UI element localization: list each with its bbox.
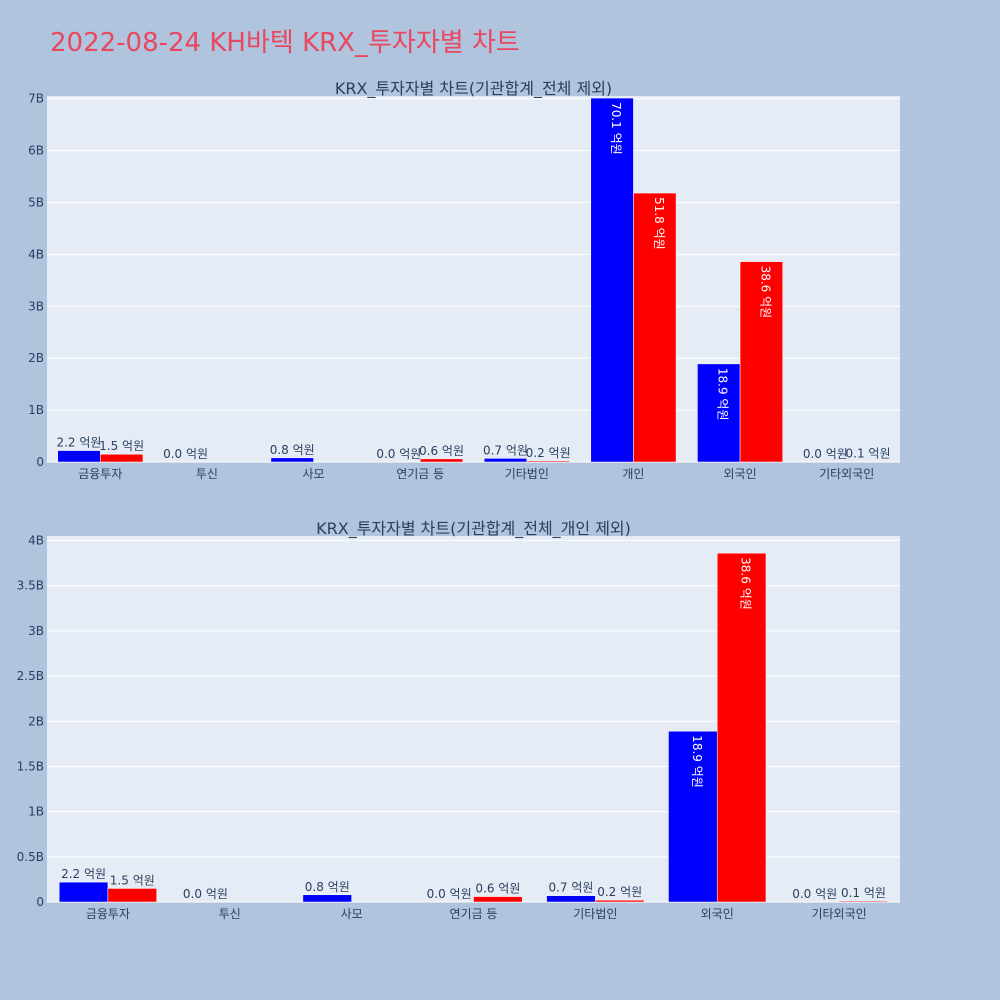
x-tick-label: 기타외국인	[811, 907, 866, 921]
data-label: 0.0 억원	[376, 447, 421, 461]
y-tick-label: 0.5B	[17, 850, 44, 864]
data-label: 0.0 억원	[803, 447, 848, 461]
bar	[58, 881, 109, 903]
bar	[107, 888, 157, 903]
data-label: 0.2 억원	[526, 446, 571, 460]
bar	[697, 363, 741, 463]
page-title: 2022-08-24 KH바텍 KRX_투자자별 차트	[50, 28, 520, 58]
bar	[302, 894, 352, 903]
data-label: 1.5 억원	[110, 873, 155, 887]
bar	[739, 261, 783, 463]
chart-top: KRX_투자자별 차트(기관합계_전체 제외) 0 1B 2B 3B 4B 5B 6B 7B 금융…	[28, 79, 900, 481]
x-tick-label: 연기금 등	[450, 907, 498, 921]
bar	[483, 458, 528, 463]
data-label: 18.9 억원	[716, 368, 730, 421]
y-tick-label: 0	[36, 455, 44, 469]
data-label: 0.7 억원	[548, 881, 593, 895]
x-tick-label: 기타법인	[505, 467, 549, 481]
data-label: 70.1 억원	[609, 102, 623, 155]
y-tick-label: 5B	[28, 195, 44, 209]
plot-area	[47, 536, 900, 902]
data-label: 0.0 억원	[163, 447, 208, 461]
bar	[419, 458, 464, 463]
bar	[668, 730, 718, 903]
data-label: 0.0 억원	[183, 887, 228, 901]
y-tick-label: 4B	[28, 247, 44, 261]
chart-title: KRX_투자자별 차트(기관합계_전체_개인 제외)	[316, 519, 631, 539]
x-tick-label: 사모	[341, 907, 363, 921]
data-label: 0.8 억원	[305, 880, 350, 894]
x-tick-label: 금융투자	[86, 907, 130, 921]
data-label: 51.8 억원	[652, 197, 666, 250]
chart-bottom: KRX_투자자별 차트(기관합계_전체_개인 제외) 0 0.5B 1B 1.5B 2B 2…	[17, 519, 900, 921]
data-label: 38.6 억원	[758, 266, 772, 319]
y-tick-label: 3.5B	[17, 579, 44, 593]
data-label: 0.6 억원	[419, 444, 464, 458]
y-tick-label: 1B	[28, 403, 44, 417]
x-tick-label: 연기금 등	[396, 467, 444, 481]
y-tick-label: 1.5B	[17, 759, 44, 773]
bar	[100, 453, 144, 463]
y-tick-label: 2B	[28, 351, 44, 365]
x-tick-label: 외국인	[724, 467, 757, 481]
x-tick-label: 투신	[196, 467, 218, 481]
x-tick-label: 기타외국인	[819, 467, 874, 481]
bar	[633, 192, 677, 463]
data-label: 0.1 억원	[841, 886, 886, 900]
bar	[526, 460, 570, 463]
y-tick-label: 3B	[28, 624, 44, 638]
bar	[846, 461, 890, 463]
x-tick-label: 투신	[219, 907, 241, 921]
y-tick-label: 2B	[28, 714, 44, 728]
x-tick-label: 기타법인	[573, 907, 617, 921]
x-tick-label: 사모	[303, 467, 325, 481]
y-tick-label: 2.5B	[17, 669, 44, 683]
bar	[716, 552, 767, 903]
bar	[546, 895, 596, 903]
data-label: 18.9 억원	[690, 735, 704, 788]
bar	[590, 97, 634, 463]
bar	[473, 896, 523, 903]
x-tick-label: 개인	[622, 467, 644, 481]
y-tick-label: 0	[36, 895, 44, 909]
bar	[270, 457, 314, 463]
data-label: 0.2 억원	[597, 885, 642, 899]
x-tick-label: 금융투자	[78, 467, 122, 481]
data-label: 2.2 억원	[61, 867, 106, 881]
data-label: 1.5 억원	[99, 439, 144, 453]
chart-title: KRX_투자자별 차트(기관합계_전체 제외)	[335, 79, 612, 99]
data-label: 0.7 억원	[483, 443, 528, 457]
data-label: 0.6 억원	[475, 882, 520, 896]
data-label: 38.6 억원	[739, 557, 753, 610]
y-tick-label: 7B	[28, 92, 44, 106]
data-label: 2.2 억원	[56, 436, 101, 450]
data-label: 0.1 억원	[846, 446, 891, 460]
data-label: 0.0 억원	[427, 887, 472, 901]
bar	[595, 899, 645, 903]
x-tick-label: 외국인	[701, 907, 734, 921]
y-tick-label: 3B	[28, 299, 44, 313]
y-tick-label: 4B	[28, 534, 44, 548]
data-label: 0.8 억원	[270, 443, 315, 457]
data-label: 0.0 억원	[792, 887, 837, 901]
y-tick-label: 1B	[28, 805, 44, 819]
y-tick-label: 6B	[28, 144, 44, 158]
bar	[57, 450, 101, 463]
bar	[838, 900, 889, 903]
